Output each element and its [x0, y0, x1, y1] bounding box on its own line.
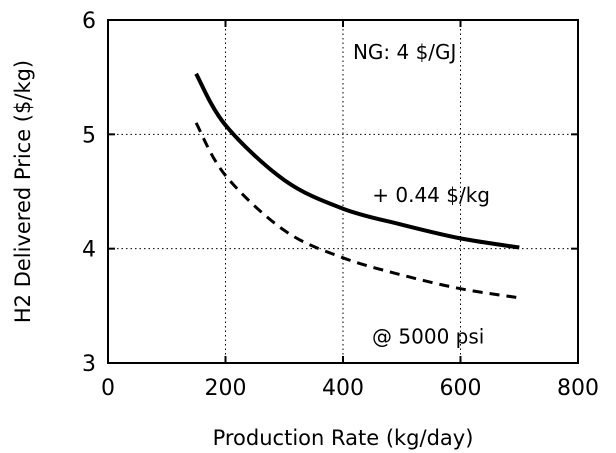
y-axis-label: H2 Delivered Price ($/kg)	[11, 60, 35, 323]
x-tick-label-0: 0	[101, 376, 115, 401]
data-series	[194, 72, 520, 300]
x-tick-label-4: 800	[557, 376, 599, 401]
annotation-1: + 0.44 $/kg	[372, 183, 490, 207]
x-tick-label-2: 400	[322, 376, 364, 401]
x-axis-label: Production Rate (kg/day)	[213, 426, 474, 450]
annotation-2: @ 5000 psi	[372, 325, 484, 349]
annotations: NG: 4 $/GJ + 0.44 $/kg @ 5000 psi	[353, 40, 490, 349]
y-tick-label-2: 5	[82, 123, 96, 148]
x-tick-label-3: 600	[440, 376, 482, 401]
y-tick-label-1: 4	[82, 238, 96, 263]
y-tick-label-0: 3	[82, 352, 96, 377]
annotation-0: NG: 4 $/GJ	[353, 40, 457, 64]
x-tick-label-1: 200	[205, 376, 247, 401]
y-tick-label-3: 6	[82, 9, 96, 34]
tick-labels: 0 200 400 600 800 3 4 5 6	[82, 9, 599, 401]
series-line-dashed	[194, 122, 520, 300]
grid-lines	[108, 20, 578, 363]
axis-ticks	[107, 19, 579, 364]
series-line-solid	[194, 72, 520, 250]
